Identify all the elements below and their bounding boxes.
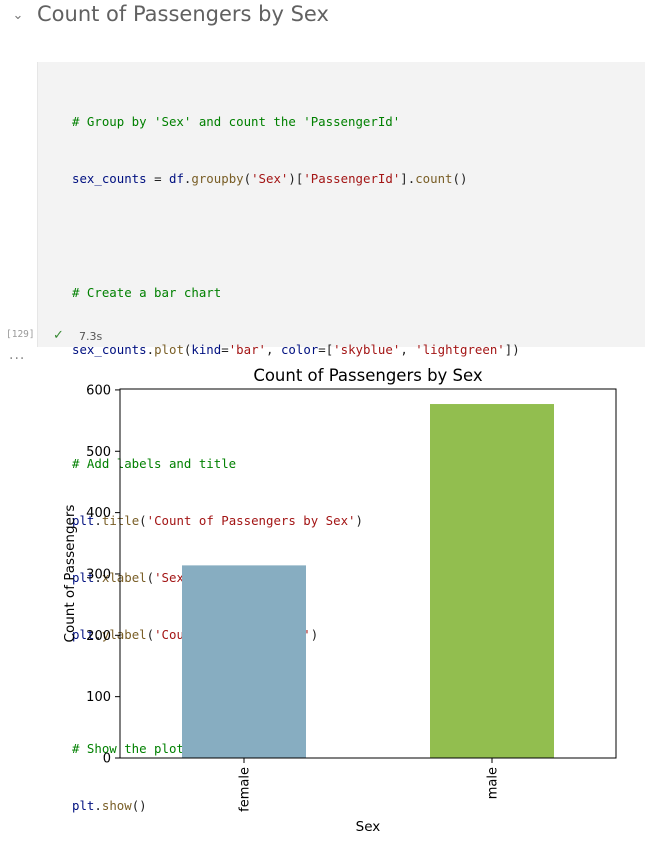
y-tick-label: 0 [103, 752, 111, 767]
chevron-down-icon[interactable]: ⌄ [12, 8, 24, 23]
code-line-8: plt.title('Count of Passengers by Sex') [72, 511, 520, 530]
y-tick-label: 100 [86, 690, 111, 705]
code-token: , [266, 342, 281, 357]
y-tick-label: 400 [86, 506, 111, 521]
code-block[interactable]: # Group by 'Sex' and count the 'Passenge… [72, 74, 520, 834]
code-line-1: # Group by 'Sex' and count the 'Passenge… [72, 112, 520, 131]
code-token: sex_counts [72, 342, 147, 357]
code-token: color [280, 342, 319, 357]
code-token: . [94, 513, 102, 528]
code-token: ylabel [101, 627, 147, 642]
execution-duration: 7.3s [79, 330, 103, 343]
code-token: , [400, 342, 416, 357]
code-comment: # Group by 'Sex' and count the 'Passenge… [72, 114, 401, 129]
code-token: ( [146, 627, 155, 642]
code-token: ]. [400, 171, 416, 186]
code-token: show [101, 798, 132, 813]
code-cell-editor[interactable] [37, 62, 645, 347]
code-token: ( [183, 342, 192, 357]
code-token: . [94, 627, 102, 642]
plot-frame [119, 388, 617, 759]
y-axis-label: Count of Passengers [62, 505, 78, 643]
code-token: () [131, 798, 147, 813]
ellipsis-icon[interactable]: ··· [9, 351, 26, 367]
code-token: 'lightgreen' [415, 342, 505, 357]
markdown-heading: Count of Passengers by Sex [37, 2, 329, 26]
code-token: plt [72, 627, 95, 642]
code-comment: # Show the plot [72, 741, 184, 756]
code-line-12: # Show the plot [72, 739, 520, 758]
code-token: count [415, 171, 453, 186]
code-token: . [94, 798, 102, 813]
code-token: 'Count of Passengers by Sex' [146, 513, 356, 528]
code-token: . [94, 570, 102, 585]
x-tick-label-female: female [238, 767, 253, 812]
code-line-2: sex_counts = df.groupby('Sex')['Passenge… [72, 169, 520, 188]
code-token: () [452, 171, 468, 186]
execution-count: [129] [6, 329, 35, 340]
code-token: ( [146, 570, 155, 585]
code-line-5: sex_counts.plot(kind='bar', color=['skyb… [72, 340, 520, 359]
code-token: sex_counts [72, 171, 147, 186]
y-tick-label: 500 [86, 445, 111, 460]
code-token: ) [355, 513, 363, 528]
x-axis-label: Sex [356, 819, 381, 835]
code-line-4: # Create a bar chart [72, 283, 520, 302]
code-token: 'PassengerId' [303, 171, 401, 186]
code-token: 'skyblue' [333, 342, 401, 357]
code-token: ( [139, 513, 147, 528]
bar-male [430, 404, 554, 758]
code-token: . [183, 171, 192, 186]
code-token: df [169, 171, 184, 186]
code-token: . [146, 342, 155, 357]
code-line-3 [72, 226, 520, 245]
code-token: =[ [318, 342, 334, 357]
code-token: groupby [191, 171, 244, 186]
code-line-13: plt.show() [72, 796, 520, 815]
checkmark-icon: ✓ [53, 328, 64, 343]
code-token: = [221, 342, 229, 357]
code-token: xlabel [101, 570, 147, 585]
code-token: plt [72, 513, 95, 528]
code-token: ( [243, 171, 252, 186]
code-line-7: # Add labels and title [72, 454, 520, 473]
code-token: )[ [288, 171, 304, 186]
chart-title: Count of Passengers by Sex [253, 366, 483, 385]
code-token: ]) [504, 342, 520, 357]
y-tick-label: 200 [86, 629, 111, 644]
code-token: kind [191, 342, 222, 357]
y-tick-label: 300 [86, 567, 111, 582]
x-tick-label-male: male [486, 767, 501, 799]
code-comment: # Create a bar chart [72, 285, 222, 300]
y-tick-label: 600 [86, 383, 111, 398]
code-token: 'Sex' [251, 171, 289, 186]
code-token: plt [72, 798, 95, 813]
code-token: 'bar' [228, 342, 267, 357]
code-token: title [101, 513, 140, 528]
bar-female [182, 565, 306, 758]
code-token: ) [310, 627, 319, 642]
code-comment: # Add labels and title [72, 456, 237, 471]
code-token: plt [72, 570, 95, 585]
code-token: plot [154, 342, 184, 357]
code-token: = [146, 171, 169, 186]
bar-chart: 0 100 200 300 400 500 600 female male Count of P… [62, 366, 617, 835]
